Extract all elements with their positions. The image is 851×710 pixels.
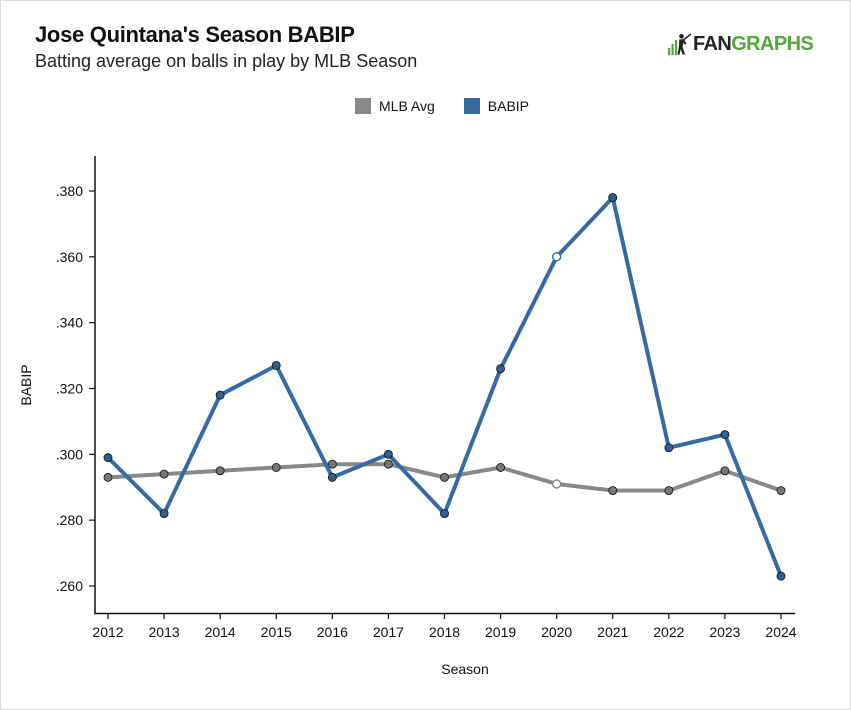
y-tick-label: .340 <box>56 315 83 331</box>
data-point-babip <box>159 509 169 519</box>
x-axis-ticks: 2012 2013 2014 2015 2016 2017 2018 2019 2020 2021… <box>92 613 797 640</box>
y-axis-ticks: .260 .280 .300 .320 .340 .360 .380 <box>56 183 95 594</box>
data-point-mlb-avg <box>327 459 337 469</box>
x-tick-label: 2014 <box>205 624 236 640</box>
data-point-babip <box>383 449 393 459</box>
data-point-babip <box>327 472 337 482</box>
fangraphs-brand[interactable]: FANGRAPHS <box>667 32 814 56</box>
fangraphs-wordmark: FANGRAPHS <box>693 33 814 55</box>
chart-title: Jose Quintana's Season BABIP <box>35 22 355 47</box>
legend-label-mlb-avg: MLB Avg <box>379 98 435 114</box>
series-layer <box>103 193 786 581</box>
data-point-mlb-avg <box>496 463 506 472</box>
y-tick-label: .320 <box>56 381 83 397</box>
y-tick-label: .300 <box>56 446 83 462</box>
data-point-mlb-avg <box>103 472 113 482</box>
brand-text-graphs: GRAPHS <box>731 33 814 55</box>
x-axis-title: Season <box>441 661 488 677</box>
brand-text-fan: FAN <box>693 33 732 55</box>
y-axis-title: BABIP <box>18 364 34 405</box>
legend-label-babip: BABIP <box>487 98 530 114</box>
legend-swatch-babip <box>463 98 480 114</box>
x-tick-label: 2012 <box>92 624 123 640</box>
legend-item-mlb-avg[interactable]: MLB Avg <box>355 98 435 114</box>
y-tick-label: .380 <box>56 183 83 199</box>
legend-item-babip[interactable]: BABIP <box>463 98 530 114</box>
x-tick-label: 2023 <box>709 624 740 640</box>
data-point-babip <box>664 443 674 453</box>
data-point-mlb-avg <box>776 486 786 495</box>
x-tick-label: 2019 <box>485 624 516 640</box>
y-axis: .260 .280 .300 .320 .340 .360 .380 <box>56 156 96 614</box>
data-point-mlb-avg <box>271 463 281 472</box>
y-tick-label: .360 <box>56 249 83 265</box>
data-point-babip <box>103 453 113 463</box>
data-point-mlb-avg <box>159 469 169 479</box>
data-point-mlb-avg <box>440 472 449 482</box>
data-point-mlb-avg <box>215 466 225 476</box>
x-tick-label: 2021 <box>597 624 628 640</box>
y-tick-label: .280 <box>56 512 83 528</box>
data-point-babip <box>720 430 730 440</box>
data-point-babip <box>440 509 449 519</box>
data-point-babip <box>496 364 506 374</box>
data-point-babip <box>551 252 562 262</box>
x-tick-label: 2017 <box>373 624 404 640</box>
data-point-mlb-avg <box>383 459 393 469</box>
x-tick-label: 2022 <box>653 624 684 640</box>
chart-subtitle: Batting average on balls in play by MLB … <box>35 51 418 71</box>
data-point-mlb-avg <box>664 486 674 495</box>
chart-legend: MLB Avg BABIP <box>355 97 558 115</box>
y-tick-label: .260 <box>56 578 83 594</box>
x-tick-label: 2016 <box>317 624 348 640</box>
x-tick-label: 2015 <box>261 624 292 640</box>
x-tick-label: 2020 <box>541 624 572 640</box>
x-tick-label: 2024 <box>765 624 796 640</box>
data-point-mlb-avg <box>551 479 562 489</box>
data-point-babip <box>271 361 281 370</box>
x-tick-label: 2013 <box>149 624 180 640</box>
fangraphs-logo-icon <box>668 33 692 55</box>
data-point-mlb-avg <box>608 486 618 495</box>
legend-swatch-mlb-avg <box>355 98 371 114</box>
data-point-babip <box>215 390 225 400</box>
series-line-babip <box>106 195 783 579</box>
data-point-mlb-avg <box>720 466 730 476</box>
data-point-babip <box>776 571 786 581</box>
data-point-babip <box>608 193 618 203</box>
x-tick-label: 2018 <box>429 624 460 640</box>
x-axis: 2012 2013 2014 2015 2016 2017 2018 2019 2020 2021… <box>92 612 797 640</box>
